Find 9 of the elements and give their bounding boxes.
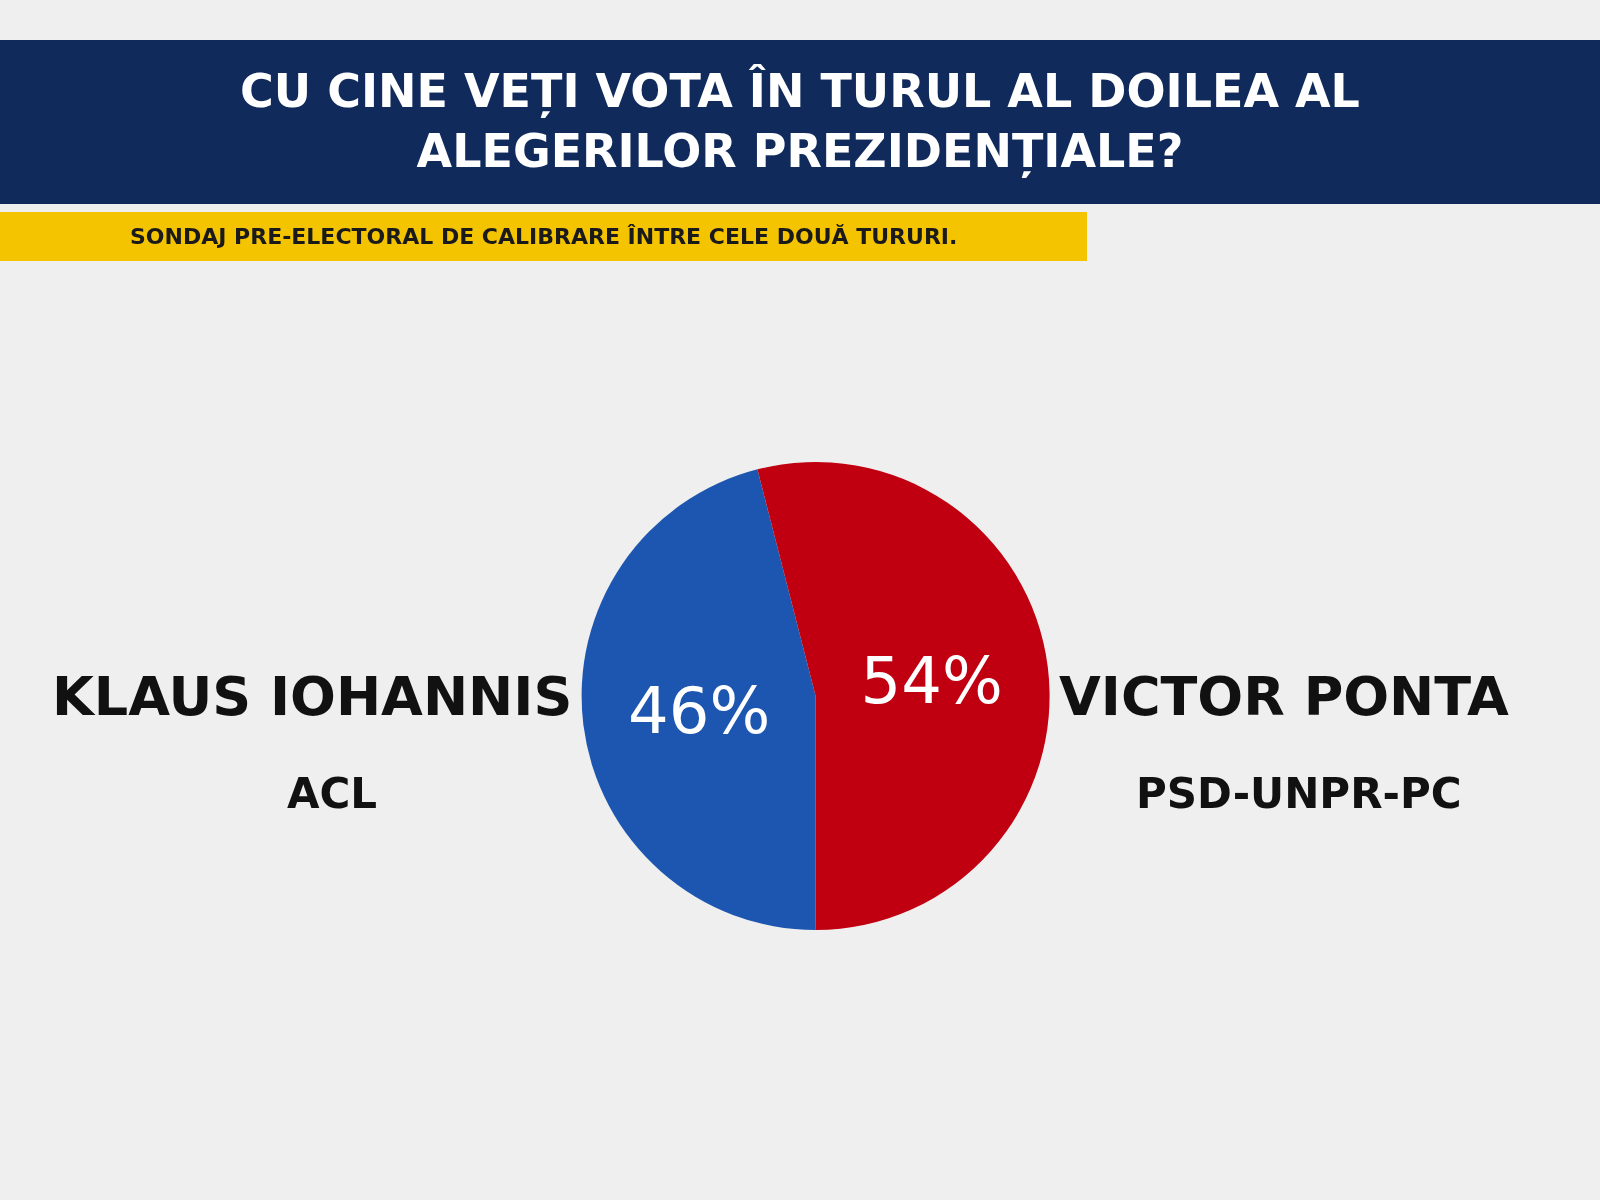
pie-slice: [582, 468, 816, 930]
data-label: 46%: [627, 673, 771, 748]
text: ACL: [287, 768, 378, 818]
slice-label: VICTOR PONTA: [1059, 664, 1509, 728]
data-label: 54%: [860, 643, 1003, 718]
slice-label: KLAUS IOHANNIS: [52, 664, 573, 728]
chart-title: CU CINE VEȚI VOTA ÎN TURUL AL DOILEA AL ALEGERILOR PREZIDENȚIALE?: [0, 40, 1600, 204]
chart-subtitle: SONDAJ PRE-ELECTORAL DE CALIBRARE ÎNTRE CELE DOUĂ TURURI.: [0, 211, 1088, 261]
text: PSD-UNPR-PC: [1136, 768, 1462, 818]
